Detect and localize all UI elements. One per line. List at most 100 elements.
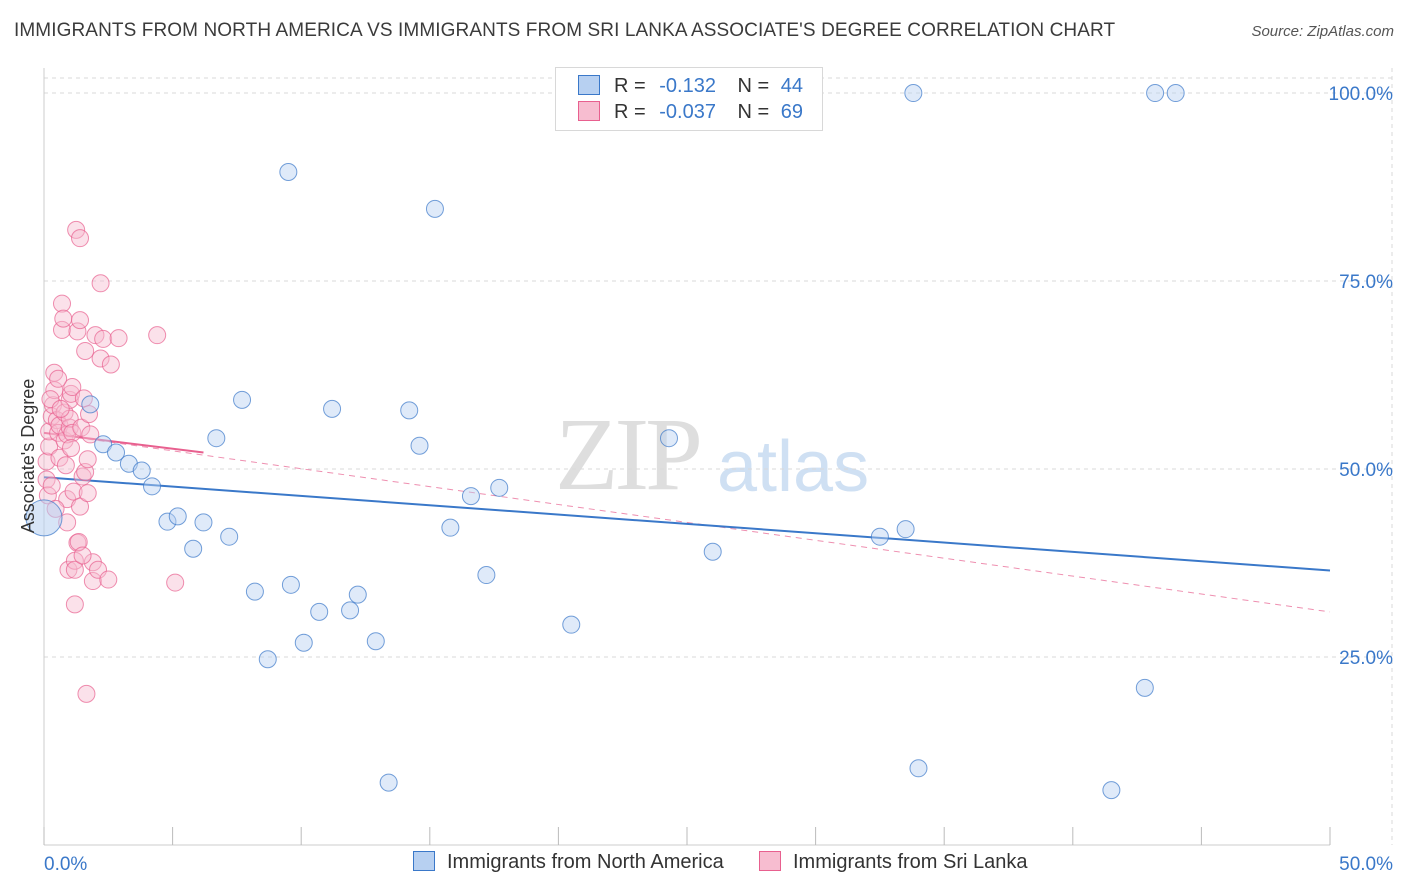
data-point-sri-lanka — [53, 294, 72, 313]
data-point-sri-lanka — [99, 570, 118, 589]
data-point-north-america — [410, 436, 429, 455]
data-point-north-america — [184, 539, 203, 558]
y-tick-label: 75.0% — [1339, 272, 1393, 293]
data-point-north-america — [233, 390, 252, 409]
data-point-north-america — [294, 633, 313, 652]
legend-r-label: R = — [614, 101, 646, 123]
legend-r-value-pink: -0.037 — [659, 101, 716, 123]
data-point-sri-lanka — [64, 482, 83, 501]
data-point-north-america — [461, 487, 480, 506]
data-point-sri-lanka — [73, 546, 92, 565]
legend-n-label: N = — [737, 75, 770, 97]
data-point-north-america — [194, 513, 213, 532]
data-point-sri-lanka — [51, 399, 70, 418]
bottom-legend-north-america: Immigrants from North America — [413, 851, 724, 874]
data-point-north-america — [143, 477, 162, 496]
bottom-legend-label-blue: Immigrants from North America — [447, 851, 724, 873]
data-point-sri-lanka — [65, 560, 84, 579]
data-point-north-america — [323, 399, 342, 418]
legend-r-value-blue: -0.132 — [659, 75, 716, 97]
data-point-north-america — [341, 601, 360, 620]
grid-lines — [44, 68, 1393, 845]
data-point-sri-lanka — [63, 378, 82, 397]
points-north-america — [25, 84, 1185, 800]
data-point-north-america — [245, 582, 264, 601]
legend-row-pink: R = -0.037 N = 69 — [578, 101, 803, 125]
data-point-north-america — [94, 435, 113, 454]
data-point-sri-lanka — [71, 497, 90, 516]
data-point-north-america — [379, 773, 398, 792]
points-sri-lanka — [37, 220, 185, 703]
data-point-sri-lanka — [91, 349, 110, 368]
bottom-swatch-blue — [413, 851, 435, 871]
data-point-north-america — [366, 632, 385, 651]
chart-title: IMMIGRANTS FROM NORTH AMERICA VS IMMIGRA… — [14, 20, 1116, 41]
source-label: Source: ZipAtlas.com — [1251, 23, 1394, 40]
data-point-sri-lanka — [63, 423, 82, 442]
data-point-north-america — [1146, 84, 1165, 103]
y-tick-label: 100.0% — [1329, 84, 1394, 105]
data-point-sri-lanka — [101, 355, 120, 374]
legend-n-value-blue: 44 — [780, 75, 804, 97]
data-point-sri-lanka — [76, 341, 95, 360]
data-point-sri-lanka — [80, 405, 99, 424]
data-point-sri-lanka — [91, 274, 110, 293]
trend-line-sri-lanka-extended — [43, 432, 1331, 613]
data-point-north-america — [158, 512, 177, 531]
data-point-north-america — [1135, 678, 1154, 697]
data-point-sri-lanka — [65, 595, 84, 614]
legend-swatch-blue — [578, 75, 600, 95]
data-point-sri-lanka — [78, 484, 97, 503]
legend-swatch-pink — [578, 101, 600, 121]
tick-labels: 25.0% 50.0% 75.0% 100.0% 0.0% 50.0% — [44, 84, 1393, 875]
data-point-sri-lanka — [68, 322, 87, 341]
data-point-sri-lanka — [148, 326, 167, 345]
data-point-north-america — [400, 401, 419, 420]
data-point-sri-lanka — [40, 437, 59, 456]
data-point-sri-lanka — [54, 309, 73, 328]
data-point-north-america — [258, 650, 277, 669]
data-point-north-america — [25, 499, 63, 537]
data-point-north-america — [870, 527, 889, 546]
axes — [43, 68, 1331, 846]
data-point-north-america — [348, 585, 367, 604]
data-point-sri-lanka — [94, 329, 113, 348]
legend-r-label: R = — [614, 75, 646, 97]
data-point-north-america — [490, 478, 509, 497]
data-point-north-america — [281, 575, 300, 594]
data-point-north-america — [279, 162, 298, 181]
correlation-legend: R = -0.132 N = 44 R = -0.037 N = 69 — [555, 67, 823, 131]
legend-n-label: N = — [737, 101, 770, 123]
data-point-north-america — [1166, 84, 1185, 103]
data-point-north-america — [441, 518, 460, 537]
data-point-north-america — [477, 566, 496, 585]
data-point-sri-lanka — [69, 532, 88, 551]
data-point-sri-lanka — [72, 418, 91, 437]
data-point-sri-lanka — [37, 470, 56, 489]
trend-lines — [43, 431, 1331, 613]
data-point-north-america — [896, 520, 915, 539]
data-point-north-america — [703, 542, 722, 561]
trend-line-north-america — [43, 476, 1331, 572]
x-tick-label-min: 0.0% — [44, 854, 87, 875]
data-point-north-america — [909, 759, 928, 778]
data-point-north-america — [81, 395, 100, 414]
data-point-north-america — [562, 615, 581, 634]
data-point-north-america — [220, 527, 239, 546]
x-tick-label-max: 50.0% — [1339, 854, 1393, 875]
data-point-north-america — [1102, 781, 1121, 800]
data-point-sri-lanka — [42, 476, 61, 495]
y-axis-label: Associate's Degree — [18, 379, 38, 534]
data-point-north-america — [310, 602, 329, 621]
watermark-zip: ZIP — [555, 397, 703, 512]
data-point-sri-lanka — [56, 456, 75, 475]
data-point-sri-lanka — [71, 311, 90, 330]
data-point-north-america — [904, 84, 923, 103]
bottom-swatch-pink — [759, 851, 781, 871]
legend-row-blue: R = -0.132 N = 44 — [578, 75, 803, 99]
data-point-north-america — [132, 461, 151, 480]
data-point-north-america — [168, 507, 187, 526]
data-point-sri-lanka — [67, 220, 86, 239]
data-point-sri-lanka — [50, 448, 69, 467]
